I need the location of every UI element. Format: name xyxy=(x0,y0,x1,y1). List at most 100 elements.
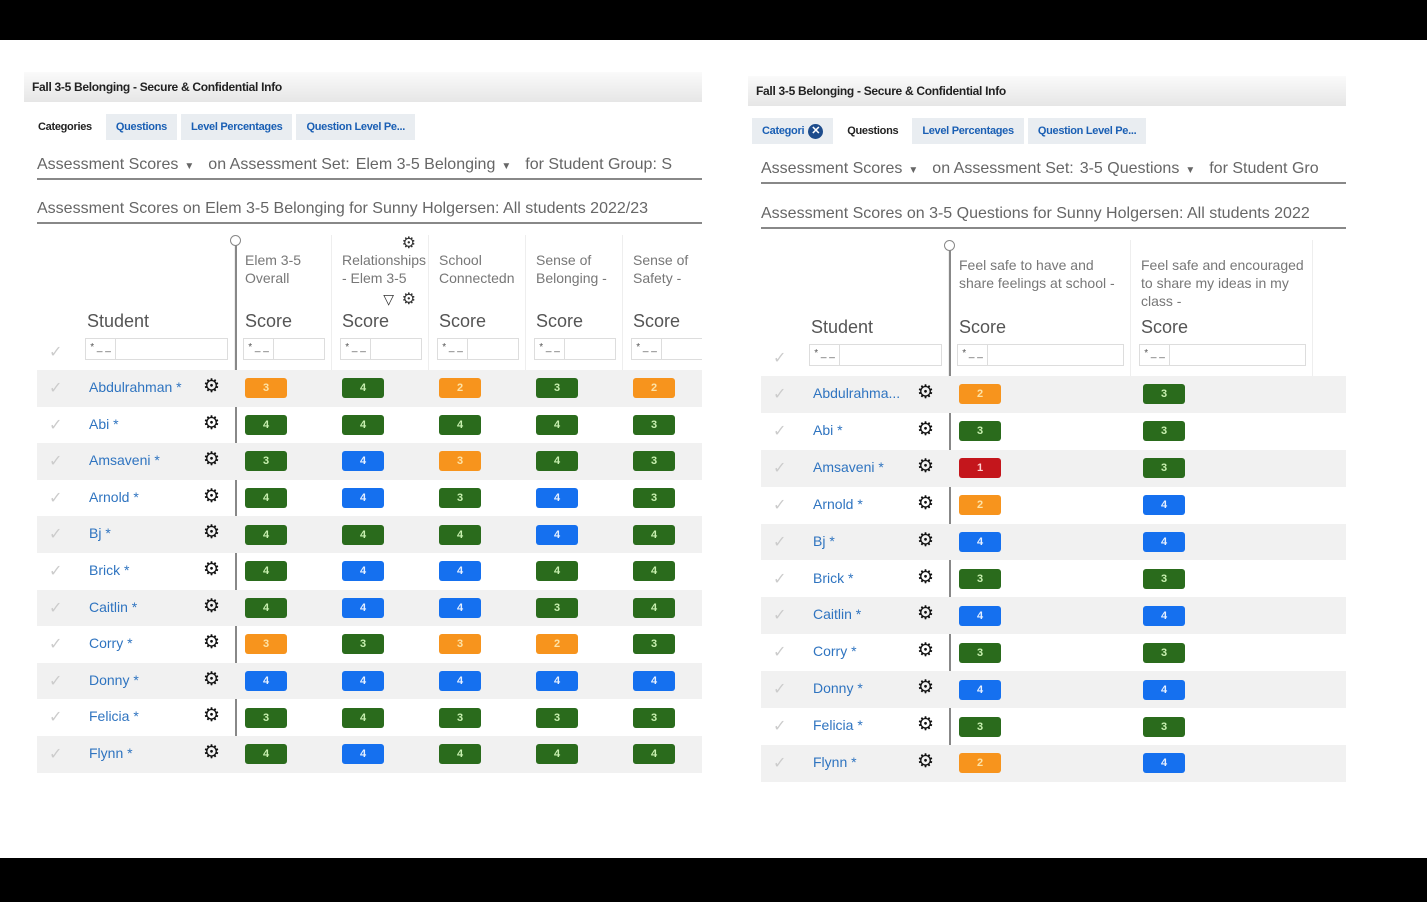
score-badge-orange[interactable]: 2 xyxy=(439,378,481,399)
row-checkbox[interactable]: ✓ xyxy=(49,416,63,434)
score-badge-blue[interactable]: 4 xyxy=(1143,495,1185,516)
score-badge-green[interactable]: 4 xyxy=(342,707,384,728)
score-badge-green[interactable]: 4 xyxy=(536,451,578,472)
score-badge-green[interactable]: 4 xyxy=(245,488,287,509)
column-resize-handle[interactable] xyxy=(944,240,955,251)
score-badge-green[interactable]: 4 xyxy=(633,744,675,765)
score-badge-green[interactable]: 4 xyxy=(439,744,481,765)
tab-categori[interactable]: Categori ✕ xyxy=(752,118,834,144)
student-name-link[interactable]: Abi * xyxy=(89,415,119,432)
row-checkbox[interactable]: ✓ xyxy=(49,526,63,544)
score-badge-green[interactable]: 3 xyxy=(1143,421,1185,442)
row-checkbox[interactable]: ✓ xyxy=(773,681,787,699)
tab-question-level-pe[interactable]: Question Level Pe... xyxy=(1027,118,1147,144)
score-filter-input[interactable]: * _ _ xyxy=(534,338,616,360)
tab-questions[interactable]: Questions xyxy=(837,118,909,144)
settings-icon[interactable]: ⚙ xyxy=(401,291,416,308)
student-settings-icon[interactable]: ⚙ xyxy=(203,485,221,507)
close-tab-icon[interactable]: ✕ xyxy=(808,123,824,139)
score-badge-orange[interactable]: 2 xyxy=(959,753,1001,774)
filter-operator[interactable]: * _ _ xyxy=(341,339,371,359)
score-badge-orange[interactable]: 2 xyxy=(536,634,578,655)
row-checkbox[interactable]: ✓ xyxy=(49,709,63,727)
student-name-link[interactable]: Brick * xyxy=(89,562,130,578)
score-badge-green[interactable]: 3 xyxy=(633,707,675,728)
row-checkbox[interactable]: ✓ xyxy=(773,718,787,736)
score-badge-green[interactable]: 4 xyxy=(245,744,287,765)
score-badge-orange[interactable]: 3 xyxy=(245,634,287,655)
score-badge-blue[interactable]: 4 xyxy=(1143,532,1185,553)
student-name-link[interactable]: Abi * xyxy=(813,421,843,438)
score-badge-green[interactable]: 4 xyxy=(245,524,287,545)
student-name-link[interactable]: Felicia * xyxy=(813,717,863,734)
score-badge-green[interactable]: 3 xyxy=(959,716,1001,737)
score-badge-green[interactable]: 3 xyxy=(959,421,1001,442)
tab-categories[interactable]: Categories xyxy=(28,114,102,140)
score-badge-green[interactable]: 4 xyxy=(633,524,675,545)
score-filter-input[interactable]: * _ _ xyxy=(437,338,519,360)
score-badge-green[interactable]: 3 xyxy=(536,707,578,728)
student-name-link[interactable]: Corry * xyxy=(813,643,857,660)
score-badge-green[interactable]: 4 xyxy=(439,414,481,435)
settings-icon[interactable]: ⚙ xyxy=(401,235,416,252)
student-settings-icon[interactable]: ⚙ xyxy=(203,522,221,544)
score-badge-green[interactable]: 3 xyxy=(1143,458,1185,479)
score-badge-green[interactable]: 3 xyxy=(633,451,675,472)
student-name-link[interactable]: Bj * xyxy=(813,532,835,549)
student-settings-icon[interactable]: ⚙ xyxy=(917,455,935,477)
score-filter-input[interactable]: * _ _ xyxy=(631,338,702,360)
score-filter-input[interactable]: * _ _ xyxy=(1139,344,1306,366)
row-checkbox[interactable]: ✓ xyxy=(49,672,63,690)
score-badge-green[interactable]: 4 xyxy=(536,414,578,435)
student-settings-icon[interactable]: ⚙ xyxy=(917,751,935,772)
student-name-link[interactable]: Flynn * xyxy=(89,745,133,761)
filter-operator[interactable]: * _ _ xyxy=(1140,345,1170,365)
score-badge-green[interactable]: 4 xyxy=(633,597,675,618)
score-badge-green[interactable]: 3 xyxy=(1143,642,1185,663)
score-badge-orange[interactable]: 2 xyxy=(959,495,1001,516)
student-settings-icon[interactable]: ⚙ xyxy=(203,376,221,397)
row-checkbox[interactable]: ✓ xyxy=(773,644,787,662)
score-badge-blue[interactable]: 4 xyxy=(245,671,287,692)
score-badge-orange[interactable]: 2 xyxy=(959,384,1001,405)
assessment-set-dropdown[interactable]: 3-5 Questions xyxy=(1079,160,1180,177)
row-checkbox[interactable]: ✓ xyxy=(49,489,63,507)
column-resize-divider[interactable] xyxy=(949,246,951,782)
score-badge-green[interactable]: 3 xyxy=(633,414,675,435)
caret-down-icon[interactable]: ▼ xyxy=(501,161,512,172)
score-badge-green[interactable]: 4 xyxy=(633,561,675,582)
score-badge-blue[interactable]: 4 xyxy=(959,605,1001,626)
student-settings-icon[interactable]: ⚙ xyxy=(203,449,221,471)
student-name-link[interactable]: Amsaveni * xyxy=(813,458,884,475)
score-badge-blue[interactable]: 4 xyxy=(342,671,384,692)
filter-operator[interactable]: * _ _ xyxy=(244,339,274,359)
score-badge-green[interactable]: 4 xyxy=(342,524,384,545)
caret-down-icon[interactable]: ▼ xyxy=(184,161,195,172)
filter-operator[interactable]: * _ _ xyxy=(438,339,468,359)
tab-question-level-pe[interactable]: Question Level Pe... xyxy=(296,114,416,140)
student-name-link[interactable]: Abdulrahman * xyxy=(89,379,182,395)
row-checkbox[interactable]: ✓ xyxy=(773,570,787,588)
select-all-checkbox[interactable]: ✓ xyxy=(773,350,787,367)
score-badge-blue[interactable]: 4 xyxy=(342,597,384,618)
tab-level-percentages[interactable]: Level Percentages xyxy=(912,118,1024,144)
score-badge-blue[interactable]: 4 xyxy=(959,679,1001,700)
student-name-link[interactable]: Abdulrahma... xyxy=(813,385,901,401)
caret-down-icon[interactable]: ▼ xyxy=(908,165,919,176)
row-checkbox[interactable]: ✓ xyxy=(773,755,787,772)
score-badge-blue[interactable]: 4 xyxy=(959,532,1001,553)
tab-level-percentages[interactable]: Level Percentages xyxy=(180,114,293,140)
row-checkbox[interactable]: ✓ xyxy=(49,563,63,580)
score-badge-blue[interactable]: 4 xyxy=(536,671,578,692)
score-badge-green[interactable]: 3 xyxy=(245,451,287,472)
column-resize-handle[interactable] xyxy=(230,235,241,246)
student-name-link[interactable]: Flynn * xyxy=(813,754,857,770)
student-settings-icon[interactable]: ⚙ xyxy=(917,640,935,662)
student-name-link[interactable]: Caitlin * xyxy=(89,598,138,615)
row-checkbox[interactable]: ✓ xyxy=(49,453,63,471)
filter-operator[interactable]: * _ _ xyxy=(535,339,565,359)
student-settings-icon[interactable]: ⚙ xyxy=(917,677,935,699)
filter-operator[interactable]: * _ _ xyxy=(632,339,662,359)
student-settings-icon[interactable]: ⚙ xyxy=(917,382,935,403)
student-settings-icon[interactable]: ⚙ xyxy=(203,668,221,690)
